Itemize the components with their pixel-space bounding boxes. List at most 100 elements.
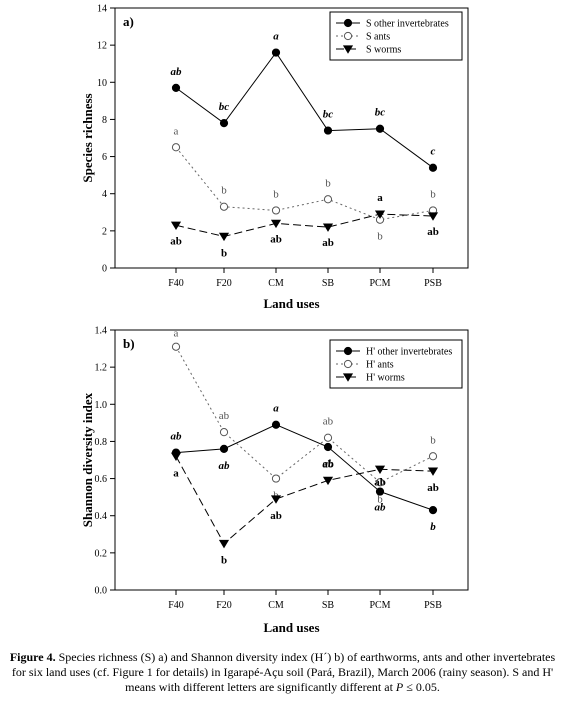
significance-letter-series-1: ab: [323, 458, 335, 470]
caption-figure-number: Figure 4.: [9, 650, 56, 664]
x-tick-label-cm: CM: [268, 600, 284, 611]
significance-letter-series-2: a: [174, 328, 179, 340]
significance-letter-series-2: ab: [219, 410, 230, 422]
series-line-3: [175, 456, 434, 545]
data-point-series-2: [323, 195, 333, 204]
significance-letter-series-3: b: [221, 247, 227, 259]
y-tick-label: 0: [102, 264, 107, 275]
data-point-series-2: [271, 206, 281, 215]
data-point-series-2: [219, 428, 229, 437]
data-point-series-3: [218, 539, 230, 549]
x-axis-label: Land uses: [264, 296, 320, 311]
data-point-series-1: [219, 119, 229, 128]
legend-entry-series-2: S ants: [366, 32, 390, 43]
significance-letter-series-2: a: [174, 125, 179, 137]
data-point-series-3: [322, 476, 334, 486]
x-tick-label-sb: SB: [322, 278, 335, 289]
data-point-series-2: [171, 342, 181, 351]
significance-letter-series-3: ab: [270, 510, 282, 522]
data-point-series-3: [270, 495, 282, 504]
significance-letter-series-3: a: [173, 467, 179, 479]
data-point-series-1: [323, 126, 333, 135]
data-point-series-1: [375, 124, 385, 133]
data-point-series-1: [271, 48, 281, 57]
significance-letter-series-2: b: [377, 231, 383, 243]
y-tick-label: 10: [97, 78, 107, 89]
data-point-series-2: [323, 433, 333, 442]
significance-letter-series-3: ab: [322, 458, 334, 470]
data-point-series-3: [427, 212, 439, 221]
legend-marker-series-1: [343, 18, 353, 28]
data-point-series-1: [171, 83, 181, 92]
legend-marker-series-2: [343, 31, 353, 41]
significance-letter-series-1: bc: [323, 109, 334, 121]
y-tick-label: 0.6: [95, 474, 108, 485]
data-point-series-2: [171, 143, 181, 152]
series-line-1: [175, 51, 434, 169]
chart-panel-1: 0 2 4 6 8 10 12 14 F40 F20 CM SB PCM PSB Land uses Spec…: [80, 4, 469, 311]
significance-letter-series-3: ab: [427, 482, 439, 494]
significance-letter-series-2: b: [377, 493, 383, 505]
y-tick-label: 1.4: [95, 326, 108, 337]
significance-letter-series-1: c: [431, 146, 436, 158]
legend-entry-series-3: S worms: [366, 45, 401, 56]
data-point-series-3: [322, 223, 334, 232]
y-tick-label: 0.0: [95, 586, 108, 597]
data-point-series-1: [375, 487, 385, 496]
x-tick-label-f40: F40: [168, 600, 184, 611]
significance-letter-series-2: b: [325, 177, 331, 189]
y-axis-label: Shannon diversity index: [80, 392, 95, 527]
y-tick-label: 0.2: [95, 548, 108, 559]
significance-letter-series-3: b: [221, 555, 227, 567]
data-point-series-2: [271, 474, 281, 483]
data-point-series-3: [374, 210, 386, 219]
legend-marker-series-3: [342, 45, 354, 54]
significance-letter-series-3: ab: [374, 476, 386, 488]
data-point-series-2: [219, 202, 229, 211]
y-tick-label: 0.4: [95, 511, 108, 522]
x-tick-label-f40: F40: [168, 278, 184, 289]
significance-letter-series-3: ab: [427, 226, 439, 238]
significance-letter-series-3: ab: [170, 235, 182, 247]
y-tick-label: 14: [97, 4, 107, 15]
y-tick-label: 0.8: [95, 437, 108, 448]
significance-letter-series-2: b: [273, 188, 279, 200]
plot-frame: [114, 329, 469, 591]
caption-tail: ≤ 0.05.: [403, 680, 440, 694]
y-tick-label: 6: [102, 152, 107, 163]
panel-label: b): [123, 336, 135, 351]
x-tick-label-f20: F20: [216, 278, 232, 289]
x-tick-label-f20: F20: [216, 600, 232, 611]
x-tick-label-pcm: PCM: [369, 278, 390, 289]
data-point-series-1: [428, 163, 438, 172]
y-tick-label: 12: [97, 41, 107, 52]
panel-label: a): [123, 14, 134, 29]
significance-letter-series-1: bc: [375, 107, 386, 119]
legend-marker-series-2: [343, 359, 353, 369]
data-point-series-1: [271, 420, 281, 429]
significance-letter-series-1: b: [430, 521, 436, 533]
y-tick-label: 8: [102, 115, 107, 126]
data-point-series-2: [428, 452, 438, 461]
x-tick-label-psb: PSB: [424, 600, 442, 611]
significance-letter-series-1: a: [273, 31, 279, 43]
data-point-series-1: [219, 444, 229, 453]
data-point-series-3: [170, 221, 182, 231]
significance-letter-series-1: ab: [171, 66, 183, 78]
significance-letter-series-1: ab: [171, 431, 183, 443]
y-tick-label: 1.2: [95, 363, 108, 374]
significance-letter-series-1: ab: [219, 460, 231, 472]
y-axis-label: Species richness: [80, 93, 95, 182]
significance-letter-series-2: b: [221, 185, 227, 197]
significance-letter-series-1: bc: [219, 101, 230, 113]
caption-p-symbol: P: [395, 680, 404, 694]
legend: H' other invertebrates H' ants H' worms: [329, 339, 463, 389]
caption-text: Species richness (S) a) and Shannon dive…: [11, 650, 556, 694]
figure-caption: Figure 4. Species richness (S) a) and Sh…: [6, 650, 559, 695]
significance-letter-series-3: ab: [270, 233, 282, 245]
data-point-series-1: [323, 442, 333, 452]
legend-entry-series-2: H' ants: [366, 360, 394, 371]
legend-entry-series-3: H' worms: [366, 373, 405, 384]
significance-letter-series-1: ab: [375, 502, 387, 514]
legend-marker-series-1: [343, 346, 353, 356]
